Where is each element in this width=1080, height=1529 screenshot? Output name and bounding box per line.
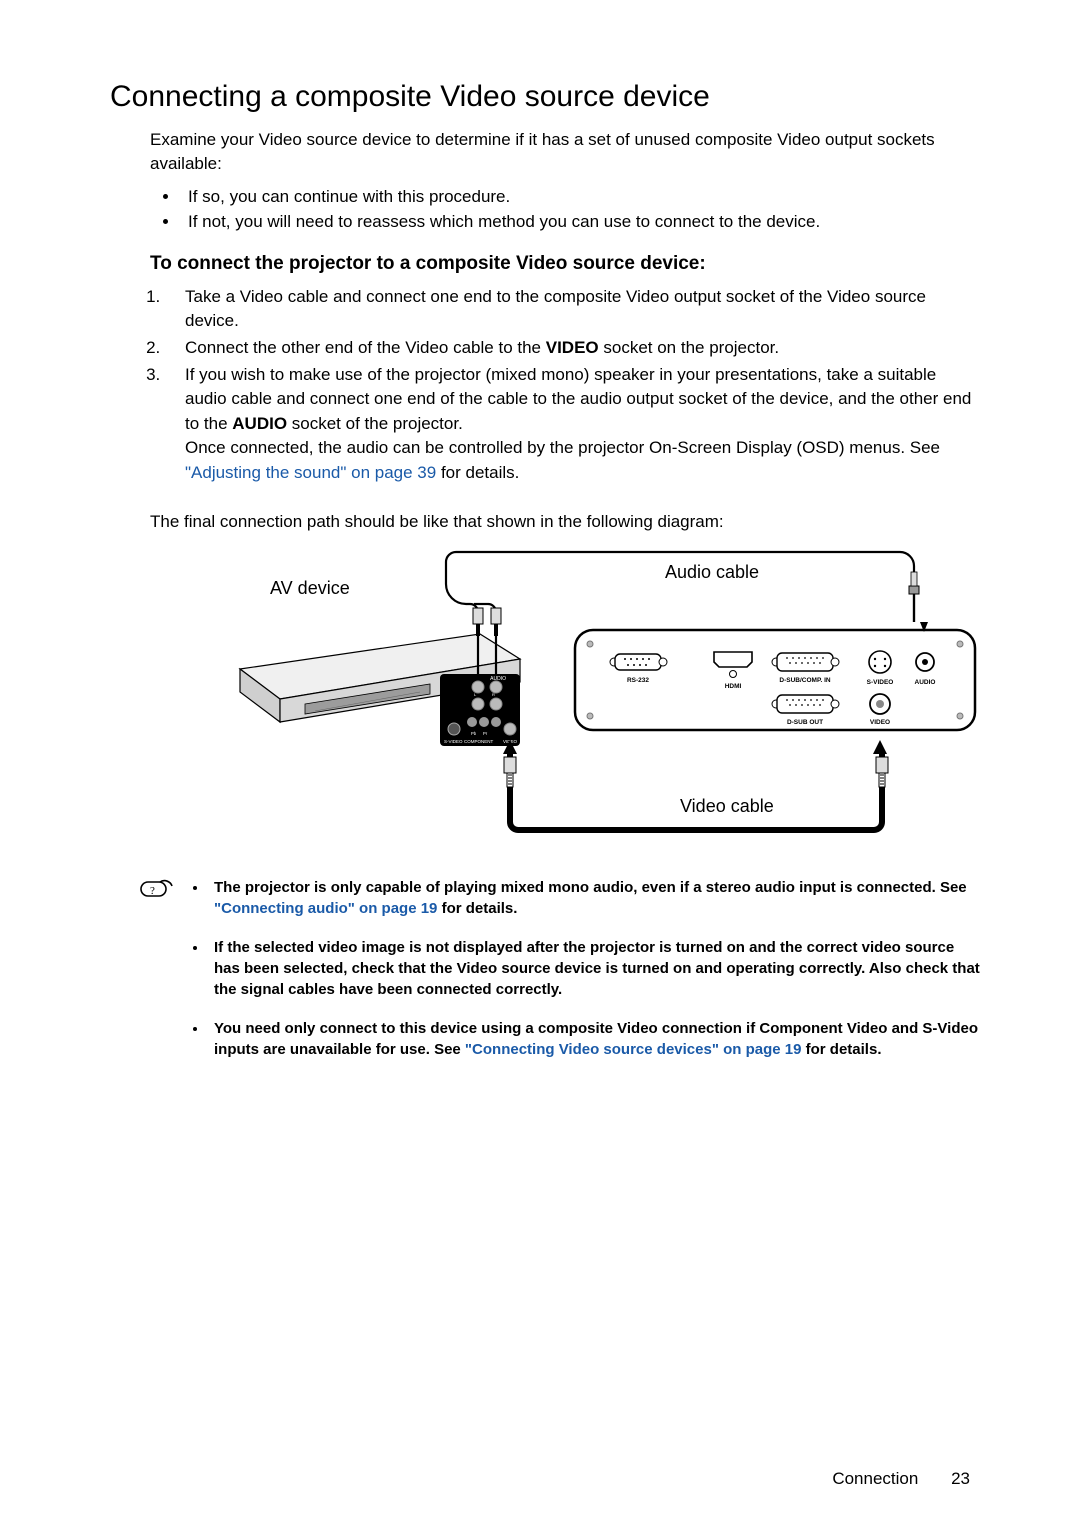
connection-diagram: AV device Audio cable Video cable Pb Pr …: [220, 544, 980, 859]
page-heading: Connecting a composite Video source devi…: [110, 80, 980, 114]
svg-text:S-VIDEO: S-VIDEO: [867, 679, 894, 686]
note-2: If the selected video image is not displ…: [208, 937, 980, 1000]
svg-text:Pb: Pb: [471, 731, 477, 736]
intro-paragraph: Examine your Video source device to dete…: [150, 128, 980, 176]
svg-text:RS-232: RS-232: [627, 677, 649, 684]
footer-section: Connection: [832, 1469, 918, 1488]
note-icon: ?: [140, 879, 180, 1078]
step-3-text-c: Once connected, the audio can be control…: [185, 438, 940, 457]
steps-list: Take a Video cable and connect one end t…: [165, 285, 980, 486]
sub-heading: To connect the projector to a composite …: [150, 253, 980, 275]
step-2-text-a: Connect the other end of the Video cable…: [185, 338, 546, 357]
note-3: You need only connect to this device usi…: [208, 1018, 980, 1060]
intro-bullet-1: If so, you can continue with this proced…: [180, 184, 980, 210]
note-3-link[interactable]: "Connecting Video source devices" on pag…: [465, 1041, 802, 1058]
intro-bullet-2: If not, you will need to reassess which …: [180, 209, 980, 235]
svg-text:COMPONENT: COMPONENT: [464, 739, 494, 744]
step-3-link[interactable]: "Adjusting the sound" on page 39: [185, 463, 436, 482]
av-device-label: AV device: [270, 578, 350, 598]
projector-panel-icon: RS-232 HDMI D-SUB/COMP. IN S-VIDEO: [575, 630, 975, 730]
step-3-bold: AUDIO: [232, 414, 287, 433]
step-3-text-d: for details.: [436, 463, 519, 482]
svg-text:R: R: [492, 692, 495, 697]
svg-text:VIDEO: VIDEO: [870, 719, 890, 726]
svg-text:D-SUB OUT: D-SUB OUT: [787, 719, 823, 726]
note-3-text-b: for details.: [801, 1041, 881, 1058]
svg-text:AUDIO: AUDIO: [490, 676, 506, 682]
step-2-bold: VIDEO: [546, 338, 599, 357]
svg-text:HDMI: HDMI: [725, 683, 742, 690]
audio-cable-label: Audio cable: [665, 562, 759, 582]
notes-block: ? The projector is only capable of playi…: [140, 877, 980, 1078]
step-1: Take a Video cable and connect one end t…: [165, 285, 980, 334]
svg-text:Pr: Pr: [483, 731, 488, 736]
note-1-text-b: for details.: [437, 900, 517, 917]
note-1-text-a: The projector is only capable of playing…: [214, 879, 967, 896]
page-footer: Connection 23: [832, 1469, 970, 1489]
step-3: If you wish to make use of the projector…: [165, 363, 980, 486]
video-cable-label: Video cable: [680, 796, 774, 816]
step-2: Connect the other end of the Video cable…: [165, 336, 980, 361]
svg-text:?: ?: [150, 885, 155, 897]
footer-page-number: 23: [951, 1469, 970, 1489]
video-cable-icon: [510, 752, 882, 830]
step-3-text-b: socket of the projector.: [287, 414, 463, 433]
intro-bullet-list: If so, you can continue with this proced…: [180, 184, 980, 235]
note-1: The projector is only capable of playing…: [208, 877, 980, 919]
final-line: The final connection path should be like…: [150, 510, 980, 534]
av-device-ports-panel: Pb Pr AUDIO S-VIDEO COMPONENT VIDEO L R: [440, 674, 520, 746]
svg-text:S-VIDEO: S-VIDEO: [444, 739, 463, 744]
arrow-video-right: [873, 740, 887, 754]
note-1-link[interactable]: "Connecting audio" on page 19: [214, 900, 437, 917]
svg-text:AUDIO: AUDIO: [915, 679, 936, 686]
svg-text:D-SUB/COMP. IN: D-SUB/COMP. IN: [779, 677, 830, 684]
step-2-text-b: socket on the projector.: [599, 338, 780, 357]
